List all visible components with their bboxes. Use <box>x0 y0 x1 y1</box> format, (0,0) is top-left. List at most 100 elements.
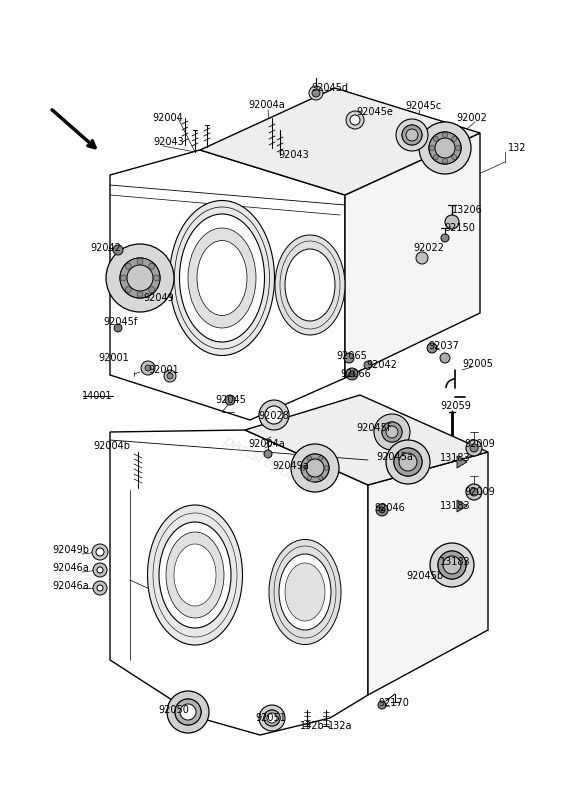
Circle shape <box>301 454 329 482</box>
Polygon shape <box>245 395 488 485</box>
Circle shape <box>114 324 122 332</box>
Circle shape <box>394 448 422 476</box>
Circle shape <box>306 459 324 477</box>
Text: 92005: 92005 <box>462 359 493 369</box>
Circle shape <box>97 567 103 573</box>
Ellipse shape <box>159 522 231 628</box>
Polygon shape <box>345 133 480 378</box>
Text: 92043: 92043 <box>278 150 309 160</box>
Text: 92022: 92022 <box>413 243 444 253</box>
Text: 92028: 92028 <box>258 411 289 421</box>
Circle shape <box>346 111 364 129</box>
Text: 92051: 92051 <box>255 713 286 723</box>
Text: 92045f: 92045f <box>356 423 390 433</box>
Text: 92042: 92042 <box>366 360 397 370</box>
Circle shape <box>382 422 402 442</box>
Text: 92049: 92049 <box>143 293 174 303</box>
Circle shape <box>259 400 289 430</box>
Circle shape <box>402 125 422 145</box>
Text: 92066: 92066 <box>340 369 370 379</box>
Text: 92045b: 92045b <box>406 571 443 581</box>
Circle shape <box>434 154 438 160</box>
Text: 92002: 92002 <box>456 113 487 123</box>
Circle shape <box>309 86 323 100</box>
Circle shape <box>301 466 306 470</box>
Circle shape <box>301 454 329 482</box>
Circle shape <box>435 138 455 158</box>
Circle shape <box>349 371 355 377</box>
Circle shape <box>154 275 160 281</box>
Circle shape <box>406 129 418 141</box>
Ellipse shape <box>269 539 341 645</box>
Circle shape <box>324 466 329 470</box>
Circle shape <box>445 215 459 229</box>
Text: 92049b: 92049b <box>52 545 89 555</box>
Circle shape <box>427 343 437 353</box>
Circle shape <box>344 353 354 363</box>
Circle shape <box>175 699 201 725</box>
Circle shape <box>92 544 108 560</box>
Text: partsrepublic: partsrepublic <box>220 433 316 493</box>
Circle shape <box>264 450 272 458</box>
Circle shape <box>396 119 428 151</box>
Circle shape <box>318 476 323 480</box>
Text: 92059: 92059 <box>440 401 471 411</box>
Circle shape <box>307 456 312 460</box>
Ellipse shape <box>197 241 247 315</box>
Circle shape <box>430 543 474 587</box>
Circle shape <box>376 504 388 516</box>
Text: 92004a: 92004a <box>248 439 285 449</box>
Circle shape <box>455 146 461 150</box>
Polygon shape <box>457 456 467 468</box>
Circle shape <box>106 244 174 312</box>
Text: 92045f: 92045f <box>103 317 137 327</box>
Circle shape <box>399 453 417 471</box>
Circle shape <box>364 361 372 369</box>
Circle shape <box>429 132 461 164</box>
Polygon shape <box>200 88 480 195</box>
Circle shape <box>164 370 176 382</box>
Circle shape <box>265 406 283 424</box>
Text: 13183: 13183 <box>440 501 470 511</box>
Circle shape <box>180 704 196 720</box>
Circle shape <box>127 265 153 291</box>
Circle shape <box>318 456 323 460</box>
Circle shape <box>97 585 103 591</box>
Text: 92043: 92043 <box>153 137 184 147</box>
Circle shape <box>440 353 450 363</box>
Ellipse shape <box>174 544 216 606</box>
Ellipse shape <box>188 228 256 328</box>
Circle shape <box>120 258 160 298</box>
Circle shape <box>378 701 386 709</box>
Text: 92045e: 92045e <box>356 107 393 117</box>
Ellipse shape <box>285 563 325 621</box>
Text: 92004: 92004 <box>152 113 183 123</box>
Circle shape <box>419 122 471 174</box>
Text: 92065: 92065 <box>336 351 367 361</box>
Circle shape <box>402 125 422 145</box>
Text: 92049a: 92049a <box>272 461 309 471</box>
Text: 92009: 92009 <box>464 439 495 449</box>
Circle shape <box>429 132 461 164</box>
Circle shape <box>141 361 155 375</box>
Circle shape <box>259 705 285 731</box>
Circle shape <box>451 154 457 160</box>
Text: 92001: 92001 <box>148 365 179 375</box>
Circle shape <box>96 548 104 556</box>
Ellipse shape <box>147 505 243 645</box>
Polygon shape <box>457 500 467 512</box>
Text: 14001: 14001 <box>82 391 113 401</box>
Circle shape <box>125 263 131 270</box>
Circle shape <box>374 414 410 450</box>
Circle shape <box>225 395 235 405</box>
Circle shape <box>441 234 449 242</box>
Circle shape <box>379 507 385 513</box>
Circle shape <box>120 275 127 281</box>
Circle shape <box>93 581 107 595</box>
Text: 92050: 92050 <box>158 705 189 715</box>
Text: 92046: 92046 <box>374 503 405 513</box>
Circle shape <box>149 263 155 270</box>
Ellipse shape <box>166 532 224 618</box>
Text: 92046a: 92046a <box>52 581 89 591</box>
Ellipse shape <box>169 201 275 355</box>
